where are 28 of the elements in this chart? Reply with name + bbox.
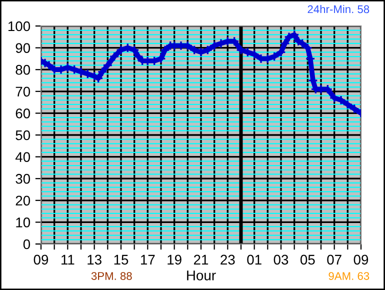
y-tick-label: 20 bbox=[16, 196, 30, 206]
x-tick-label: 03 bbox=[274, 254, 288, 265]
y-tick-label: 100 bbox=[8, 21, 30, 32]
x-tick-label: 09 bbox=[34, 254, 48, 265]
x-tick-label: 07 bbox=[327, 254, 342, 265]
y-tick-label: 30 bbox=[16, 174, 30, 184]
x-tick-label: 05 bbox=[300, 254, 315, 265]
x-tick-label: 15 bbox=[114, 254, 128, 265]
y-tick-label: 80 bbox=[16, 64, 30, 75]
x-tick-label: 21 bbox=[194, 254, 208, 264]
y-tick-label: 70 bbox=[16, 86, 30, 97]
y-tick-label: 40 bbox=[15, 152, 30, 162]
x-tick-label: 11 bbox=[62, 254, 74, 264]
x-tick-label: 01 bbox=[247, 254, 262, 265]
y-tick-label: 0 bbox=[23, 239, 30, 250]
x-tick-label: 17 bbox=[141, 254, 155, 264]
y-tick-label: 10 bbox=[16, 218, 30, 228]
x-tick-label: 09 bbox=[354, 254, 368, 265]
text: 24hr-Min. 58 bbox=[308, 5, 370, 14]
x-tick-label: 23 bbox=[220, 254, 235, 265]
x-tick-label: 13 bbox=[88, 254, 102, 265]
x-tick-label: 19 bbox=[168, 254, 182, 265]
y-tick-label: 50 bbox=[16, 130, 30, 140]
x-axis-title: Hour bbox=[187, 270, 216, 280]
y-tick-label: 90 bbox=[16, 43, 30, 53]
y-tick-label: 60 bbox=[16, 108, 30, 118]
text: 3PM. 88 bbox=[91, 272, 132, 280]
text: 9AM. 63 bbox=[328, 272, 370, 280]
